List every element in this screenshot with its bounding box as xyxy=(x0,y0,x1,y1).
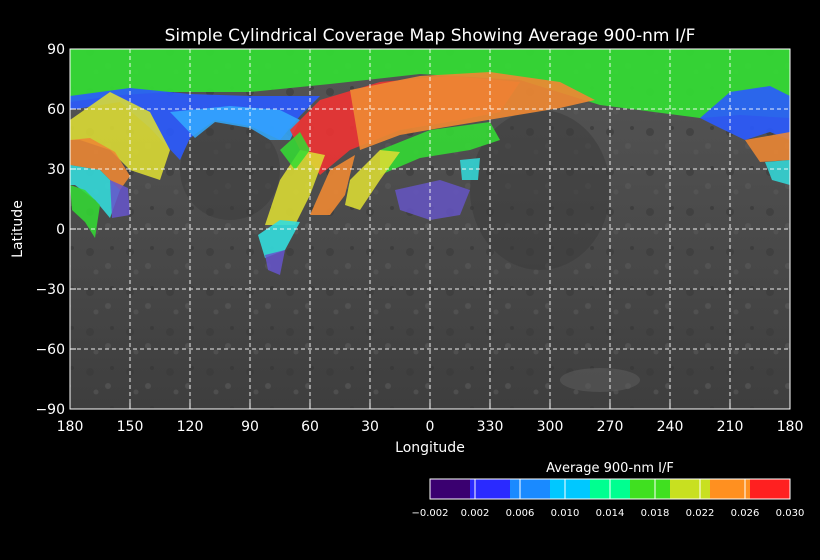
terrain-shade xyxy=(560,368,640,392)
legend-tick-label: 0.018 xyxy=(641,508,670,519)
coverage-yellow-west xyxy=(70,92,170,180)
x-tick-label: 30 xyxy=(361,419,379,435)
x-tick-label: 180 xyxy=(777,419,804,435)
coverage-green-west xyxy=(70,185,100,238)
coverage-blue-east xyxy=(700,86,790,140)
legend-tick-label: 0.022 xyxy=(686,508,715,519)
terrain-shade xyxy=(180,120,280,220)
terrain-shade xyxy=(470,110,610,270)
x-tick-label: 210 xyxy=(717,419,744,435)
legend-tick-label: 0.010 xyxy=(551,508,580,519)
y-axis-label: Latitude xyxy=(10,200,26,258)
legend-color-segment xyxy=(510,479,551,499)
legend-color-segment xyxy=(470,479,511,499)
legend-tick-labels: −0.002 0.002 0.006 0.010 0.014 0.018 0.022 0.02… xyxy=(411,479,804,519)
y-tick-label: 30 xyxy=(47,162,65,178)
y-tick-label: 60 xyxy=(47,102,65,118)
x-tick-label: 240 xyxy=(657,419,684,435)
x-tick-label: 270 xyxy=(597,419,624,435)
x-tick-label: 330 xyxy=(477,419,504,435)
x-tick-label: 150 xyxy=(117,419,144,435)
y-tick-label: −30 xyxy=(35,282,65,298)
x-tick-label: 60 xyxy=(301,419,319,435)
map-title: Simple Cylindrical Coverage Map Showing … xyxy=(165,26,696,46)
coverage-cyan-east xyxy=(765,160,790,185)
coverage-orange-arc-lower xyxy=(310,155,355,215)
x-tick-label: 0 xyxy=(426,419,435,435)
legend-color-segment xyxy=(430,479,471,499)
legend-color-segment xyxy=(670,479,711,499)
y-axis-ticks: 90 60 30 0 −30 −60 −90 xyxy=(35,42,76,418)
legend-tick-label: 0.030 xyxy=(776,508,805,519)
x-tick-label: 180 xyxy=(57,419,84,435)
legend-color-segment xyxy=(630,479,671,499)
coverage-blue-mid xyxy=(395,180,470,220)
legend-tick-label: 0.002 xyxy=(461,508,490,519)
y-tick-label: −90 xyxy=(35,402,65,418)
graticule xyxy=(70,49,790,409)
y-tick-label: 0 xyxy=(56,222,65,238)
coverage-orange-arc-north xyxy=(350,72,595,150)
coverage-blue-south xyxy=(265,250,285,275)
legend-tick-label: −0.002 xyxy=(411,508,448,519)
legend-color-segment xyxy=(750,479,791,499)
x-tick-label: 90 xyxy=(241,419,259,435)
x-axis-label: Longitude xyxy=(395,440,465,456)
coverage-cyan-west xyxy=(70,165,120,218)
legend-tick-label: 0.026 xyxy=(731,508,760,519)
coverage-green-arc-west xyxy=(280,132,310,170)
coverage-green-arc xyxy=(380,122,500,175)
legend-tick-label: 0.014 xyxy=(596,508,625,519)
x-axis-ticks: 180 150 120 90 60 30 0 330 300 270 240 210 180 xyxy=(57,403,804,435)
coverage-yellow-arc xyxy=(345,150,400,210)
coverage-lightblue-west xyxy=(170,106,300,140)
y-tick-label: −60 xyxy=(35,342,65,358)
y-tick-label: 90 xyxy=(47,42,65,58)
legend-title: Average 900-nm I/F xyxy=(546,461,674,476)
legend-color-segment xyxy=(710,479,751,499)
x-tick-label: 120 xyxy=(177,419,204,435)
coverage-orange-west xyxy=(70,138,130,190)
legend-tick-label: 0.006 xyxy=(506,508,535,519)
x-tick-label: 300 xyxy=(537,419,564,435)
coverage-orange-east xyxy=(745,132,790,162)
legend-color-segment xyxy=(550,479,591,499)
coverage-blue-west-lower xyxy=(110,180,130,218)
